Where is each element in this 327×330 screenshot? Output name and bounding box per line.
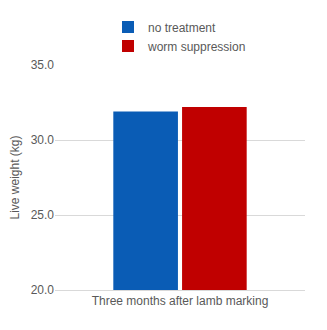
svg-text:20.0: 20.0 — [31, 283, 55, 297]
svg-text:no treatment: no treatment — [148, 21, 216, 35]
svg-text:Three months after lamb markin: Three months after lamb marking — [92, 294, 269, 308]
svg-text:Live weight (kg): Live weight (kg) — [8, 135, 22, 219]
svg-text:35.0: 35.0 — [31, 58, 55, 72]
svg-text:30.0: 30.0 — [31, 133, 55, 147]
svg-text:worm suppression: worm suppression — [147, 40, 245, 54]
svg-text:25.0: 25.0 — [31, 208, 55, 222]
